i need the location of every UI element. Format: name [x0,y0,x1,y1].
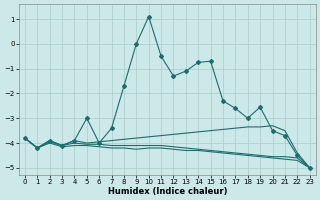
X-axis label: Humidex (Indice chaleur): Humidex (Indice chaleur) [108,187,227,196]
